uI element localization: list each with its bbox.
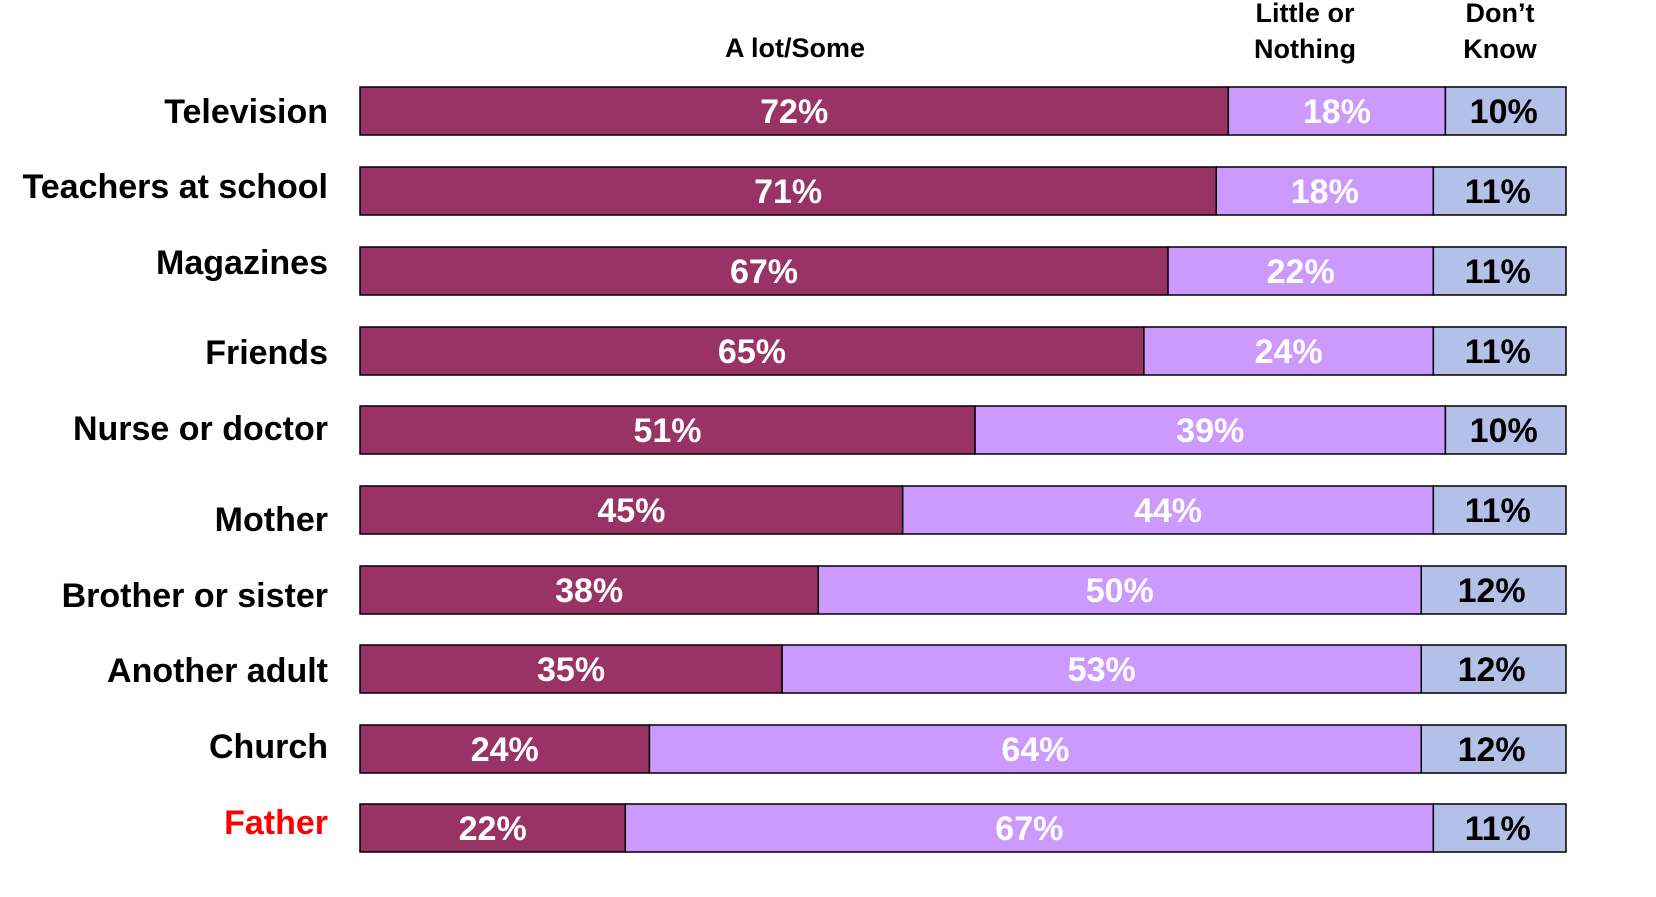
bar-little-or-nothing [1227, 86, 1447, 136]
category-label: Father [224, 804, 328, 842]
bar-a-lot-some [359, 246, 1169, 296]
value-label-don-t-know: 11% [1465, 810, 1531, 848]
row-nurse-or-doctor: Nurse or doctor 51% 39% 10% [73, 405, 1567, 455]
row-mother: Mother 45% 44% 11% [215, 485, 1567, 539]
header-line: A lot/Some [725, 33, 865, 63]
bar-a-lot-some [359, 565, 820, 615]
header-don-t-know: Don’t Know [1463, 0, 1537, 64]
bar-a-lot-some [359, 485, 904, 535]
row-magazines: Magazines 67% 22% 11% [156, 244, 1567, 296]
bar-a-lot-some [359, 644, 783, 694]
value-label-don-t-know: 12% [1458, 651, 1526, 689]
header-line: Don’t [1466, 0, 1535, 28]
value-label-a-lot-some: 24% [471, 731, 539, 769]
bar-little-or-nothing [1215, 166, 1435, 216]
category-label: Friends [205, 334, 328, 372]
bar-don-t-know [1444, 86, 1567, 136]
bar-don-t-know [1432, 326, 1567, 376]
bar-little-or-nothing [817, 565, 1423, 615]
value-label-don-t-know: 12% [1458, 572, 1526, 610]
bar-a-lot-some [359, 326, 1145, 376]
value-label-little-or-nothing: 22% [1267, 253, 1335, 291]
column-headers: A lot/Some Little or Nothing Don’t Know [725, 0, 1538, 64]
value-label-little-or-nothing: 24% [1255, 333, 1323, 371]
bar-don-t-know [1420, 565, 1567, 615]
value-label-a-lot-some: 71% [754, 173, 822, 211]
value-label-a-lot-some: 65% [718, 333, 786, 371]
category-label: Magazines [156, 244, 328, 282]
bar-don-t-know [1444, 405, 1567, 455]
value-label-little-or-nothing: 44% [1134, 492, 1202, 530]
bar-a-lot-some [359, 803, 627, 853]
value-label-don-t-know: 10% [1470, 412, 1538, 450]
category-label: Teachers at school [23, 168, 329, 206]
row-another-adult: Another adult 35% 53% 12% [107, 644, 1567, 694]
category-label: Television [164, 93, 328, 131]
bar-a-lot-some [359, 405, 976, 455]
value-label-little-or-nothing: 64% [1001, 731, 1069, 769]
value-label-a-lot-some: 22% [459, 810, 527, 848]
value-label-a-lot-some: 72% [760, 93, 828, 131]
header-a-lot-some: A lot/Some [725, 33, 865, 63]
bar-little-or-nothing [901, 485, 1435, 535]
row-television: Television 72% 18% 10% [164, 86, 1567, 136]
row-brother-or-sister: Brother or sister 38% 50% 12% [62, 565, 1567, 615]
value-label-don-t-know: 11% [1465, 492, 1531, 530]
row-friends: Friends 65% 24% 11% [205, 326, 1567, 376]
row-teachers-at-school: Teachers at school 71% 18% 11% [23, 166, 1567, 216]
bar-don-t-know [1432, 485, 1567, 535]
value-label-little-or-nothing: 18% [1291, 173, 1359, 211]
value-label-don-t-know: 10% [1470, 93, 1538, 131]
bar-don-t-know [1420, 644, 1567, 694]
bar-a-lot-some [359, 724, 651, 774]
bar-little-or-nothing [624, 803, 1435, 853]
category-label: Church [209, 728, 328, 766]
value-label-little-or-nothing: 53% [1068, 651, 1136, 689]
row-church: Church 24% 64% 12% [209, 724, 1567, 774]
bar-don-t-know [1420, 724, 1567, 774]
value-label-a-lot-some: 45% [597, 492, 665, 530]
header-line: Know [1463, 34, 1537, 64]
category-label: Brother or sister [62, 577, 328, 615]
header-line: Little or [1256, 0, 1355, 28]
bar-little-or-nothing [1167, 246, 1435, 296]
value-label-little-or-nothing: 18% [1303, 93, 1371, 131]
value-label-little-or-nothing: 50% [1086, 572, 1154, 610]
bar-don-t-know [1432, 803, 1567, 853]
value-label-don-t-know: 12% [1458, 731, 1526, 769]
category-label: Mother [215, 501, 328, 539]
value-label-a-lot-some: 51% [633, 412, 701, 450]
header-little-or-nothing: Little or Nothing [1254, 0, 1356, 64]
value-label-don-t-know: 11% [1465, 173, 1531, 211]
value-label-a-lot-some: 38% [555, 572, 623, 610]
value-label-little-or-nothing: 67% [995, 810, 1063, 848]
value-label-little-or-nothing: 39% [1176, 412, 1244, 450]
value-label-don-t-know: 11% [1465, 333, 1531, 371]
bar-a-lot-some [359, 86, 1230, 136]
bar-don-t-know [1432, 246, 1567, 296]
bar-don-t-know [1432, 166, 1567, 216]
category-label: Another adult [107, 652, 328, 690]
header-line: Nothing [1254, 34, 1356, 64]
category-label: Nurse or doctor [73, 410, 328, 448]
row-father: Father 22% 67% 11% [224, 803, 1567, 853]
bar-little-or-nothing [781, 644, 1423, 694]
value-label-a-lot-some: 35% [537, 651, 605, 689]
bar-little-or-nothing [974, 405, 1447, 455]
chart-rows: Television 72% 18% 10% Teachers at school 71%… [23, 86, 1567, 853]
value-label-don-t-know: 11% [1465, 253, 1531, 291]
value-label-a-lot-some: 67% [730, 253, 798, 291]
